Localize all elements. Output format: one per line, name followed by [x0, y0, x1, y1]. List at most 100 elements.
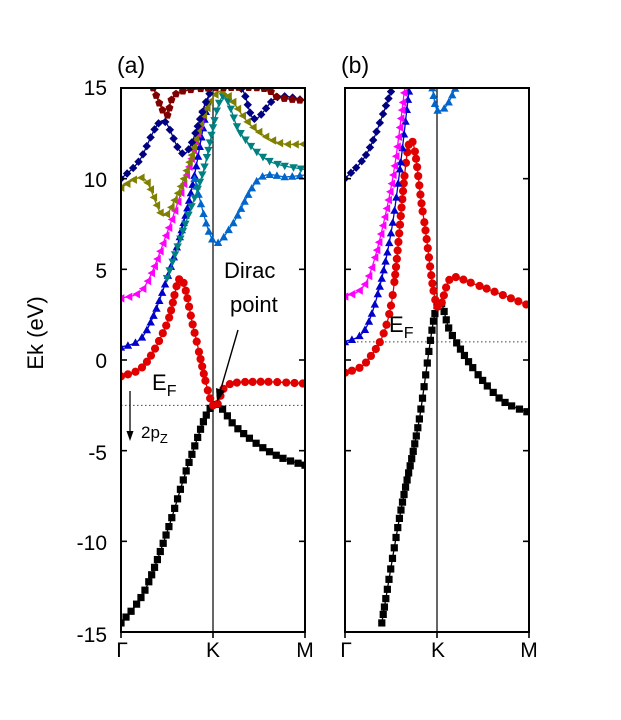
band-marker-band7: [298, 140, 305, 148]
band-marker-band2: [194, 347, 204, 356]
band-marker-band2: [421, 226, 430, 235]
band-marker-band6: [289, 164, 298, 172]
band-marker-band1: [137, 593, 145, 602]
band-marker-band1: [132, 600, 141, 608]
band-marker-band6: [181, 220, 190, 229]
band-marker-band8: [361, 150, 371, 160]
band-marker-band5: [247, 183, 257, 192]
band-marker-band1: [279, 454, 287, 462]
band-marker-band1: [168, 514, 176, 522]
band-marker-band2: [390, 277, 399, 287]
band-marker-band7: [261, 132, 270, 141]
band-marker-band2: [424, 253, 434, 262]
band-marker-band1: [196, 425, 205, 433]
band-marker-band1: [191, 442, 199, 450]
band-marker-band1: [425, 347, 433, 356]
band-marker-band8: [257, 110, 266, 119]
band-marker-band2: [396, 211, 405, 221]
band-marker-band4: [132, 289, 140, 299]
band-marker-band1: [426, 336, 435, 344]
band-marker-band2: [192, 337, 201, 346]
panel-a-label: (a): [117, 52, 145, 78]
band-marker-band9: [186, 88, 195, 94]
band-marker-band7: [191, 134, 200, 144]
band-marker-band5: [213, 238, 223, 247]
band-marker-band9: [272, 92, 281, 101]
band-marker-band5: [448, 90, 457, 99]
band-marker-band2: [397, 203, 406, 212]
band-marker-band4: [147, 268, 156, 278]
band-marker-band2: [379, 329, 388, 338]
band-marker-band1: [234, 425, 242, 433]
band-marker-band8: [193, 122, 202, 131]
band-marker-band1: [153, 555, 162, 564]
band-marker-band4: [158, 239, 167, 248]
band-marker-band2: [442, 283, 451, 292]
band-marker-band2: [400, 171, 409, 181]
band-marker-band8: [378, 109, 388, 119]
band-marker-band8: [191, 128, 200, 138]
band-marker-band3: [345, 337, 350, 346]
band-marker-band2: [375, 338, 384, 347]
band-marker-band1: [240, 430, 248, 438]
band-marker-band6: [202, 153, 212, 162]
band-marker-band4: [164, 223, 173, 232]
band-marker-band2: [248, 377, 257, 386]
band-marker-band1: [202, 411, 210, 419]
band-marker-band1: [182, 467, 190, 475]
band-marker-band6: [241, 136, 250, 145]
band-marker-band2: [398, 195, 407, 204]
band-marker-band8: [142, 141, 151, 151]
band-marker-band6: [207, 131, 216, 140]
band-marker-band8: [134, 157, 143, 166]
band-marker-band4: [386, 187, 394, 196]
band-marker-band4: [395, 123, 404, 132]
band-marker-band2: [475, 281, 484, 291]
band-marker-band7: [224, 91, 232, 101]
band-marker-band2: [181, 286, 190, 295]
band-marker-band2: [137, 363, 147, 372]
band-marker-band3: [137, 333, 147, 341]
band-marker-band8: [241, 92, 250, 101]
band-marker-band8: [154, 119, 163, 128]
band-marker-band1: [406, 462, 414, 470]
band-marker-band8: [346, 168, 356, 178]
band-marker-band1: [185, 458, 193, 467]
band-marker-band7: [254, 127, 263, 137]
band-marker-band4: [387, 179, 396, 188]
y-tick-label: -5: [88, 442, 107, 465]
band-marker-band1: [489, 388, 497, 396]
band-marker-band1: [388, 554, 397, 562]
band-marker-band7: [206, 96, 215, 106]
band-marker-band8: [128, 163, 138, 173]
band-marker-band1: [392, 533, 400, 542]
band-marker-band3: [149, 311, 158, 319]
band-marker-band2: [170, 290, 179, 300]
band-marker-band2: [398, 187, 408, 196]
band-marker-band9: [178, 88, 187, 95]
band-marker-band2: [273, 378, 282, 387]
band-marker-band7: [179, 174, 188, 183]
band-marker-band5: [429, 91, 438, 100]
band-marker-band1: [397, 506, 405, 514]
band-marker-band1: [401, 483, 410, 491]
band-marker-band4: [143, 276, 152, 286]
band-marker-band2: [395, 220, 405, 229]
band-marker-band7: [228, 97, 237, 107]
orbital-arrow-head: [126, 431, 134, 441]
band-marker-band1: [272, 451, 280, 459]
band-marker-band1: [383, 585, 391, 593]
band-marker-band2: [213, 399, 222, 409]
band-marker-band2: [415, 181, 424, 190]
band-marker-band2: [388, 290, 397, 300]
band-marker-band1: [127, 607, 135, 615]
band-marker-band5: [430, 99, 440, 107]
dirac-arrow-head: [216, 388, 225, 402]
band-marker-band4: [153, 254, 161, 264]
band-marker-band1: [245, 434, 254, 442]
band-marker-band8: [250, 114, 259, 124]
band-marker-band2: [399, 179, 408, 188]
band-marker-band7: [187, 150, 196, 160]
dirac-label-line1: Dirac: [224, 258, 275, 283]
